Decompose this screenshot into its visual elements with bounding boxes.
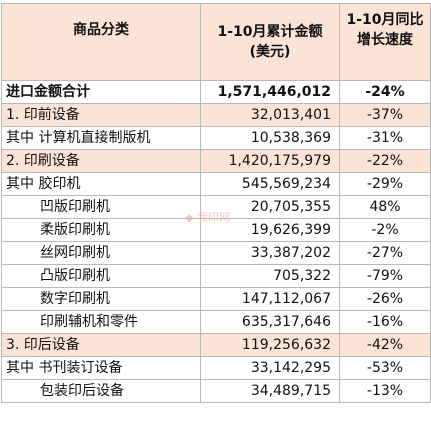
table-row: 数字印刷机 147,112,067 -26%: [1, 287, 431, 311]
row-name: 凹版印刷机: [1, 195, 201, 219]
row-name: 丝网印刷机: [1, 241, 201, 265]
row-name: 3. 印后设备: [1, 333, 201, 357]
table-row: 进口金额合计 1,571,446,012 -24%: [1, 80, 431, 104]
row-growth: -27%: [339, 241, 431, 265]
table-row: 1. 印前设备 32,013,401 -37%: [1, 103, 431, 127]
row-name: 包装印后设备: [1, 379, 201, 403]
row-amount: 635,317,646: [200, 310, 340, 334]
header-growth: 1-10月同比 增长速度: [339, 3, 431, 81]
row-growth: -13%: [339, 379, 431, 403]
row-growth: -2%: [339, 218, 431, 242]
row-name: 印刷辅机和零件: [1, 310, 201, 334]
row-growth: -16%: [339, 310, 431, 334]
row-amount: 34,489,715: [200, 379, 340, 403]
row-name: 数字印刷机: [1, 287, 201, 311]
row-amount: 10,538,369: [200, 126, 340, 150]
row-growth: -31%: [339, 126, 431, 150]
row-amount: 119,256,632: [200, 333, 340, 357]
table-row: 3. 印后设备 119,256,632 -42%: [1, 333, 431, 357]
row-amount: 147,112,067: [200, 287, 340, 311]
row-amount: 1,571,446,012: [200, 80, 340, 104]
table-row: 其中 胶印机 545,569,234 -29%: [1, 172, 431, 196]
row-growth: -24%: [339, 80, 431, 104]
row-name: 其中 书刊装订设备: [1, 356, 201, 380]
row-amount: 33,387,202: [200, 241, 340, 265]
table-row: 2. 印刷设备 1,420,175,979 -22%: [1, 149, 431, 173]
table-row: 柔版印刷机 19,626,399 -2%: [1, 218, 431, 242]
row-growth: -42%: [339, 333, 431, 357]
row-amount: 1,420,175,979: [200, 149, 340, 173]
row-growth: -29%: [339, 172, 431, 196]
row-growth: -22%: [339, 149, 431, 173]
table-row: 印刷辅机和零件 635,317,646 -16%: [1, 310, 431, 334]
watermark-logo: ◆ 我印网: [185, 211, 230, 224]
header-category: 商品分类: [1, 3, 201, 81]
table-body: 进口金额合计 1,571,446,012 -24% 1. 印前设备 32,013,401…: [1, 80, 431, 403]
table-row: 其中 书刊装订设备 33,142,295 -53%: [1, 356, 431, 380]
table-row: 凸版印刷机 705,322 -79%: [1, 264, 431, 288]
row-growth: 48%: [339, 195, 431, 219]
row-growth: -37%: [339, 103, 431, 127]
row-name: 其中 计算机直接制版机: [1, 126, 201, 150]
table-row: 丝网印刷机 33,387,202 -27%: [1, 241, 431, 265]
row-name: 1. 印前设备: [1, 103, 201, 127]
row-amount: 33,142,295: [200, 356, 340, 380]
table-row: 凹版印刷机 20,705,355 48%: [1, 195, 431, 219]
row-name: 2. 印刷设备: [1, 149, 201, 173]
row-name: 凸版印刷机: [1, 264, 201, 288]
import-table: 商品分类 1-10月累计金额 (美元) 1-10月同比 增长速度 进口金额合计 1,…: [1, 3, 431, 403]
table-row: 其中 计算机直接制版机 10,538,369 -31%: [1, 126, 431, 150]
header-row: 商品分类 1-10月累计金额 (美元) 1-10月同比 增长速度: [1, 3, 431, 81]
row-amount: 545,569,234: [200, 172, 340, 196]
row-amount: 20,705,355: [200, 195, 340, 219]
row-growth: -53%: [339, 356, 431, 380]
row-name: 柔版印刷机: [1, 218, 201, 242]
table-row: 包装印后设备 34,489,715 -13%: [1, 379, 431, 403]
row-growth: -26%: [339, 287, 431, 311]
header-amount-text: 1-10月累计金额 (美元): [217, 24, 323, 60]
header-amount: 1-10月累计金额 (美元): [200, 3, 340, 81]
row-name: 其中 胶印机: [1, 172, 201, 196]
row-growth: -79%: [339, 264, 431, 288]
row-amount: 705,322: [200, 264, 340, 288]
row-name: 进口金额合计: [1, 80, 201, 104]
row-amount: 32,013,401: [200, 103, 340, 127]
